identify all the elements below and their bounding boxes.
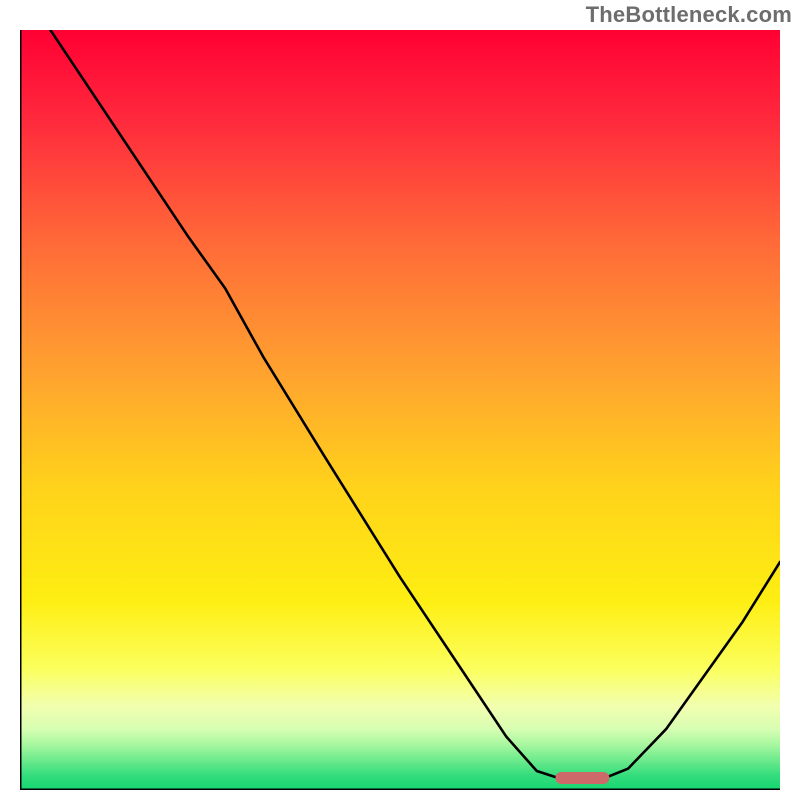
chart-container: TheBottleneck.com xyxy=(0,0,800,800)
plot-area xyxy=(20,30,780,790)
bottleneck-curve xyxy=(20,30,780,790)
watermark-text: TheBottleneck.com xyxy=(586,2,792,28)
optimum-marker xyxy=(556,772,609,784)
